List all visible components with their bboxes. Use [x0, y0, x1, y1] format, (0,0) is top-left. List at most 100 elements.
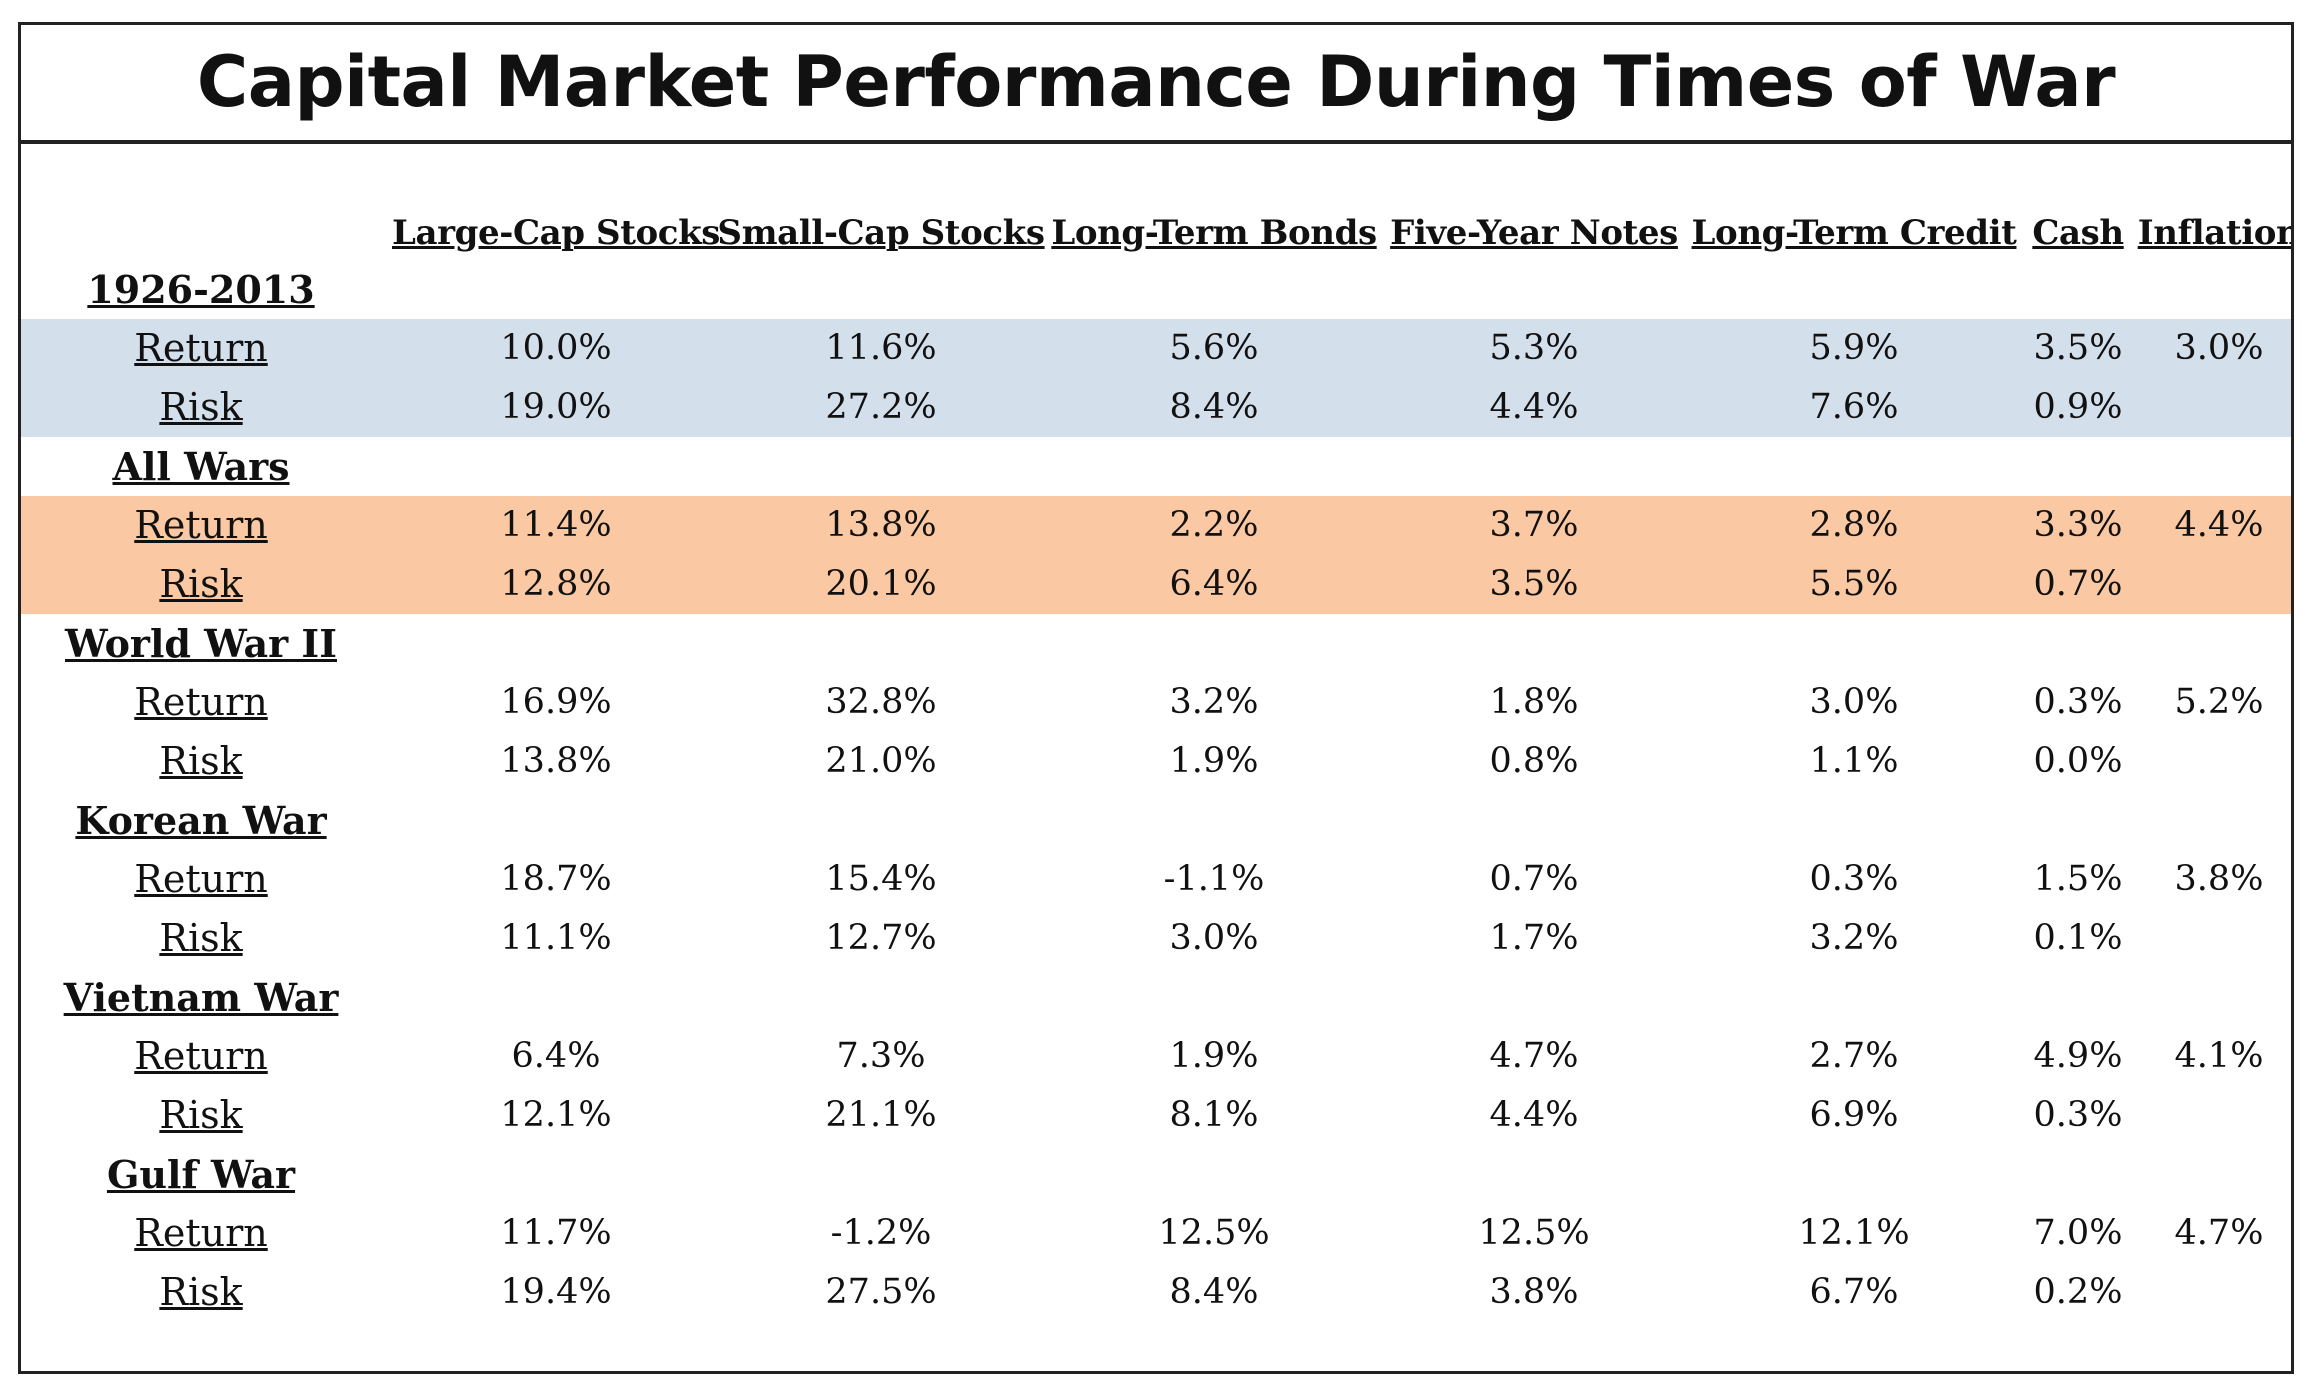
table-cell: 3.0% — [2174, 328, 2264, 368]
row-label: Risk — [159, 385, 243, 429]
table-cell: 3.2% — [1809, 918, 1899, 958]
table-row: Return 11.7% -1.2% 12.5% 12.5% 12.1% 7.0% 4.7% — [21, 1204, 2291, 1263]
table-cell: 3.5% — [2033, 328, 2123, 368]
table-cell: 11.7% — [500, 1213, 612, 1253]
row-label: Risk — [159, 1270, 243, 1314]
table-cell: 4.4% — [2174, 505, 2264, 545]
table-cell: 5.9% — [1809, 328, 1899, 368]
column-header: Five-Year Notes — [1390, 213, 1678, 253]
table-cell: 6.9% — [1809, 1095, 1899, 1135]
table-cell: 8.4% — [1169, 387, 1259, 427]
table-cell: 21.1% — [825, 1095, 937, 1135]
table-cell: 5.5% — [1809, 564, 1899, 604]
table-cell: 0.0% — [2033, 741, 2123, 781]
table-cell: 3.0% — [1809, 682, 1899, 722]
table-cell: 21.0% — [825, 741, 937, 781]
table-cell: 0.9% — [2033, 387, 2123, 427]
table-cell: 0.7% — [2033, 564, 2123, 604]
table-cell: 4.1% — [2174, 1036, 2264, 1076]
group-label: All Wars — [112, 444, 290, 489]
column-header: Small-Cap Stocks — [717, 213, 1045, 253]
highlight-band — [21, 496, 2291, 614]
table-cell: 4.4% — [1489, 387, 1579, 427]
table-cell: 15.4% — [825, 859, 937, 899]
table-cell: 11.4% — [500, 505, 612, 545]
table-cell: 0.3% — [2033, 682, 2123, 722]
table-cell: 6.7% — [1809, 1272, 1899, 1312]
table-cell: 0.8% — [1489, 741, 1579, 781]
table-frame: Capital Market Performance During Times … — [18, 22, 2294, 1374]
table-cell: 32.8% — [825, 682, 937, 722]
table-cell: 12.1% — [500, 1095, 612, 1135]
table-cell: 2.2% — [1169, 505, 1259, 545]
table-cell: 3.2% — [1169, 682, 1259, 722]
table-cell: 12.1% — [1798, 1213, 1910, 1253]
table-cell: 4.7% — [1489, 1036, 1579, 1076]
table-cell: 0.3% — [2033, 1095, 2123, 1135]
table-cell: 8.4% — [1169, 1272, 1259, 1312]
table-row: Return 6.4% 7.3% 1.9% 4.7% 2.7% 4.9% 4.1% — [21, 1027, 2291, 1086]
table-cell: 12.8% — [500, 564, 612, 604]
table-cell: 5.6% — [1169, 328, 1259, 368]
row-label: Return — [134, 680, 268, 724]
table-cell: 13.8% — [825, 505, 937, 545]
table-row: Return 18.7% 15.4% -1.1% 0.7% 0.3% 1.5% 3.8% — [21, 850, 2291, 909]
table-cell: 0.3% — [1809, 859, 1899, 899]
table-cell: 1.9% — [1169, 1036, 1259, 1076]
table-cell: 3.3% — [2033, 505, 2123, 545]
table-row: Risk 19.0% 27.2% 8.4% 4.4% 7.6% 0.9% — [21, 378, 2291, 437]
table-cell: 19.0% — [500, 387, 612, 427]
table-cell: 4.7% — [2174, 1213, 2264, 1253]
table-cell: -1.2% — [830, 1213, 932, 1253]
row-label: Return — [134, 326, 268, 370]
table-cell: 11.6% — [825, 328, 937, 368]
table-row: Risk 12.8% 20.1% 6.4% 3.5% 5.5% 0.7% — [21, 555, 2291, 614]
table-row: Return 10.0% 11.6% 5.6% 5.3% 5.9% 3.5% 3.0% — [21, 319, 2291, 378]
table-cell: 10.0% — [500, 328, 612, 368]
table-row: Risk 11.1% 12.7% 3.0% 1.7% 3.2% 0.1% — [21, 909, 2291, 968]
table-cell: 1.9% — [1169, 741, 1259, 781]
group-row: All Wars — [21, 437, 2291, 496]
column-header: Long-Term Credit — [1691, 213, 2017, 253]
group-label: Gulf War — [106, 1152, 296, 1197]
table-cell: 4.4% — [1489, 1095, 1579, 1135]
table-row: Risk 19.4% 27.5% 8.4% 3.8% 6.7% 0.2% — [21, 1263, 2291, 1322]
column-header: Long-Term Bonds — [1051, 213, 1377, 253]
row-label: Risk — [159, 1093, 243, 1137]
group-row: World War II — [21, 614, 2291, 673]
table-cell: 6.4% — [511, 1036, 601, 1076]
row-label: Return — [134, 857, 268, 901]
table-cell: 27.5% — [825, 1272, 937, 1312]
column-header: Large-Cap Stocks — [391, 213, 721, 253]
column-header: Inflation — [2137, 213, 2294, 253]
table-row: Return 11.4% 13.8% 2.2% 3.7% 2.8% 3.3% 4.4% — [21, 496, 2291, 555]
table-cell: 18.7% — [500, 859, 612, 899]
table-cell: 1.1% — [1809, 741, 1899, 781]
table-cell: 5.2% — [2174, 682, 2264, 722]
table-row: Return 16.9% 32.8% 3.2% 1.8% 3.0% 0.3% 5.2% — [21, 673, 2291, 732]
table-cell: 19.4% — [500, 1272, 612, 1312]
table-cell: 3.5% — [1489, 564, 1579, 604]
table-cell: 2.8% — [1809, 505, 1899, 545]
table-row: Risk 12.1% 21.1% 8.1% 4.4% 6.9% 0.3% — [21, 1086, 2291, 1145]
highlight-band — [21, 319, 2291, 437]
table-cell: 27.2% — [825, 387, 937, 427]
group-label: 1926-2013 — [87, 267, 315, 312]
table-cell: 20.1% — [825, 564, 937, 604]
table-row: Risk 13.8% 21.0% 1.9% 0.8% 1.1% 0.0% — [21, 732, 2291, 791]
row-label: Return — [134, 503, 268, 547]
table-cell: 1.7% — [1489, 918, 1579, 958]
table-cell: 13.8% — [500, 741, 612, 781]
row-label: Risk — [159, 739, 243, 783]
table-cell: 6.4% — [1169, 564, 1259, 604]
table-cell: 0.2% — [2033, 1272, 2123, 1312]
table-cell: 2.7% — [1809, 1036, 1899, 1076]
table-cell: 1.8% — [1489, 682, 1579, 722]
chart-title: Capital Market Performance During Times … — [21, 25, 2291, 144]
table-cell: 12.7% — [825, 918, 937, 958]
group-label: Korean War — [75, 798, 327, 843]
table-cell: 3.0% — [1169, 918, 1259, 958]
row-label: Risk — [159, 562, 243, 606]
group-row: 1926-2013 — [21, 260, 2291, 319]
table-cell: 16.9% — [500, 682, 612, 722]
